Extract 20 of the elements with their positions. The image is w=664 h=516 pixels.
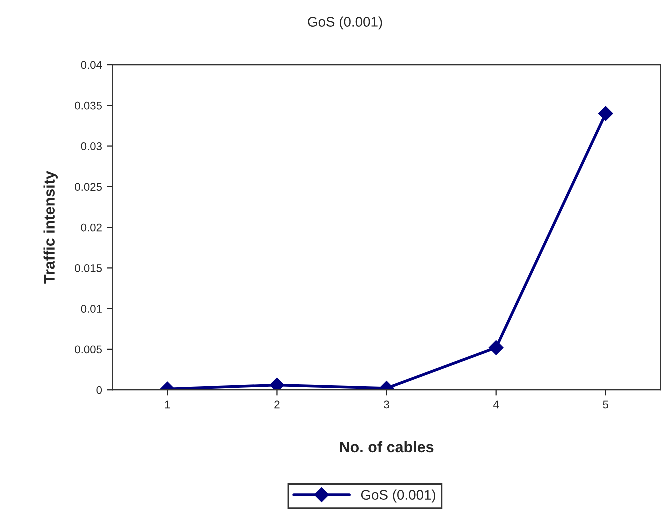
- x-tick-label: 2: [274, 400, 280, 409]
- y-tick-label: 0.04: [81, 61, 102, 70]
- y-tick-label: 0: [96, 386, 102, 394]
- x-tick-label: 5: [603, 400, 609, 409]
- y-axis-title: Traffic intensity: [44, 171, 58, 284]
- chart-title: GoS (0.001): [308, 16, 382, 30]
- x-tick-label: 4: [494, 400, 500, 409]
- x-tick-label: 3: [384, 400, 390, 409]
- y-tick-label: 0.035: [75, 102, 102, 110]
- y-tick-label: 0.005: [75, 346, 102, 354]
- point: [598, 106, 614, 122]
- y-tick-label: 0.02: [81, 224, 102, 232]
- y-tick-label: 0.025: [75, 183, 102, 192]
- point: [270, 378, 285, 390]
- y-tick-label: 0.015: [75, 264, 102, 272]
- y-tick-label: 0.01: [81, 305, 102, 313]
- x-axis-title: No. of cables: [340, 441, 434, 453]
- x-tick-label: 1: [165, 400, 170, 409]
- legend-label: GoS (0.001): [361, 490, 436, 503]
- y-tick-label: 0.03: [81, 142, 102, 150]
